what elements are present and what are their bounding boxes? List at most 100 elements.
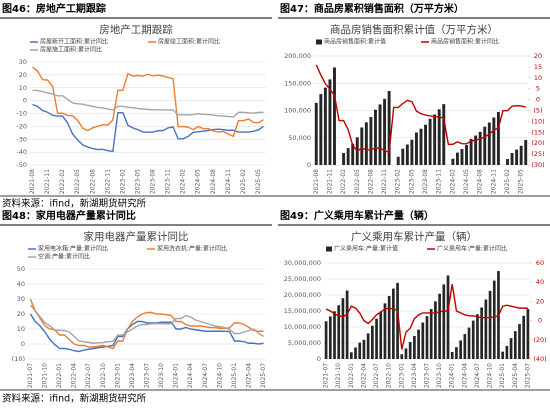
x-tick-label: 2025-02 — [240, 169, 247, 194]
y2-tick-label: (20) — [531, 139, 544, 147]
y2-tick-label: 40 — [536, 278, 544, 286]
y-tick-label: 0 — [21, 340, 25, 348]
bar — [469, 138, 473, 165]
bar — [378, 104, 382, 165]
x-tick-label: 2023-07 — [424, 363, 431, 388]
x-tick-label: 2022-07 — [373, 363, 380, 388]
y-tick-label: 0 — [307, 161, 311, 169]
legend-label: 广义乘用车:产量:累计值 — [334, 245, 398, 253]
bar — [513, 331, 517, 359]
bar — [442, 104, 446, 165]
y-tick-label: 20 — [17, 310, 25, 318]
x-tick-label: 2024-01 — [449, 363, 456, 388]
x-tick-label: 2023-08 — [150, 169, 157, 194]
bar — [383, 303, 387, 359]
y-tick-label: -50 — [16, 161, 27, 169]
bar — [328, 316, 332, 359]
bar — [405, 144, 409, 165]
legend-swatch — [316, 39, 322, 45]
bar — [358, 342, 362, 359]
y-tick-label: -40 — [16, 148, 27, 156]
y-tick-label: 50,000 — [288, 134, 311, 142]
y2-tick-label: (20) — [533, 336, 546, 344]
bar — [518, 324, 521, 359]
bar — [421, 322, 425, 359]
x-tick-label: 2024-08 — [210, 169, 217, 194]
x-tick-label: 2022-08 — [367, 169, 374, 194]
y-tick-label: 50 — [17, 265, 25, 273]
series-line — [29, 313, 264, 353]
bar — [342, 153, 346, 165]
y-tick-label: 10 — [19, 84, 27, 92]
bar — [501, 351, 505, 359]
x-tick-label: 2023-01 — [398, 363, 405, 388]
figure-label: 图49：广义乘用车累计产量（辆） — [280, 209, 434, 222]
bar — [366, 333, 370, 359]
y2-tick-label: (30) — [531, 161, 544, 169]
bar — [414, 132, 418, 165]
bar — [515, 149, 519, 165]
y-tick-label: 30,000,000 — [284, 259, 321, 267]
x-tick-label: 2023-02 — [119, 169, 126, 194]
y2-tick-label: (25) — [531, 150, 544, 158]
bar — [451, 158, 455, 165]
y2-tick-label: (5) — [533, 107, 542, 115]
y-tick-label: (10) — [12, 355, 25, 363]
bar — [492, 280, 496, 359]
bar — [474, 135, 478, 165]
x-tick-label: 2022-10 — [100, 363, 107, 388]
bar — [345, 290, 349, 359]
bar — [484, 299, 488, 359]
series-line — [32, 89, 264, 118]
bar — [434, 301, 437, 359]
bar — [488, 290, 492, 359]
y-tick-label: 30 — [19, 58, 27, 66]
y2-tick-label: (40) — [533, 355, 546, 363]
y-tick-label: 10 — [17, 325, 25, 333]
bar — [379, 311, 383, 359]
legend-label: 房屋施工面积:累计同比 — [40, 46, 102, 54]
bar — [437, 109, 441, 165]
y2-tick-label: (10) — [531, 117, 544, 125]
legend-label: 空调:产量:累计同比 — [38, 253, 90, 261]
figure-label: 图48：家用电器产量累计同比 — [2, 209, 136, 222]
bar — [509, 338, 513, 359]
y2-tick-label: 10 — [534, 74, 542, 82]
x-tick-label: 2025-02 — [504, 169, 511, 194]
y-tick-label: 5,000,000 — [288, 339, 321, 347]
bar — [460, 149, 464, 165]
x-tick-label: 2023-01 — [114, 363, 121, 388]
x-tick-label: 2024-02 — [449, 169, 456, 194]
bar — [328, 79, 332, 165]
x-tick-label: 2023-02 — [395, 169, 402, 194]
series-line — [29, 298, 264, 350]
bar — [492, 117, 496, 165]
x-tick-label: 2025-05 — [518, 169, 525, 194]
x-tick-label: 2023-11 — [165, 169, 172, 194]
y2-tick-label: 60 — [536, 259, 544, 267]
bar — [387, 295, 391, 359]
x-tick-label: 2021-11 — [44, 169, 51, 194]
bar — [369, 117, 373, 165]
x-tick-label: 2022-08 — [89, 169, 96, 194]
x-tick-label: 2025-04 — [246, 363, 253, 388]
x-tick-label: 2022-04 — [71, 363, 78, 388]
y2-tick-label: 5 — [536, 85, 540, 93]
legend-label: 家用洗衣机:产量:累计同比 — [157, 245, 227, 253]
y2-tick-label: 20 — [534, 52, 542, 60]
bar — [450, 351, 454, 359]
chart-title: 房地产工期跟踪 — [99, 23, 173, 36]
x-tick-label: 2025-07 — [524, 363, 531, 388]
bar — [371, 325, 374, 359]
bar — [429, 309, 433, 359]
x-tick-label: 2023-10 — [158, 363, 165, 388]
x-tick-label: 2024-04 — [461, 363, 468, 388]
x-tick-label: 2024-07 — [202, 363, 209, 388]
x-tick-label: 2023-05 — [408, 169, 415, 194]
chart-title: 商品房销售面积累计值（万平方米） — [330, 23, 498, 36]
bar — [374, 109, 377, 165]
bar — [506, 159, 509, 165]
bar — [417, 329, 420, 359]
bar — [319, 94, 323, 165]
series-line — [32, 66, 264, 138]
